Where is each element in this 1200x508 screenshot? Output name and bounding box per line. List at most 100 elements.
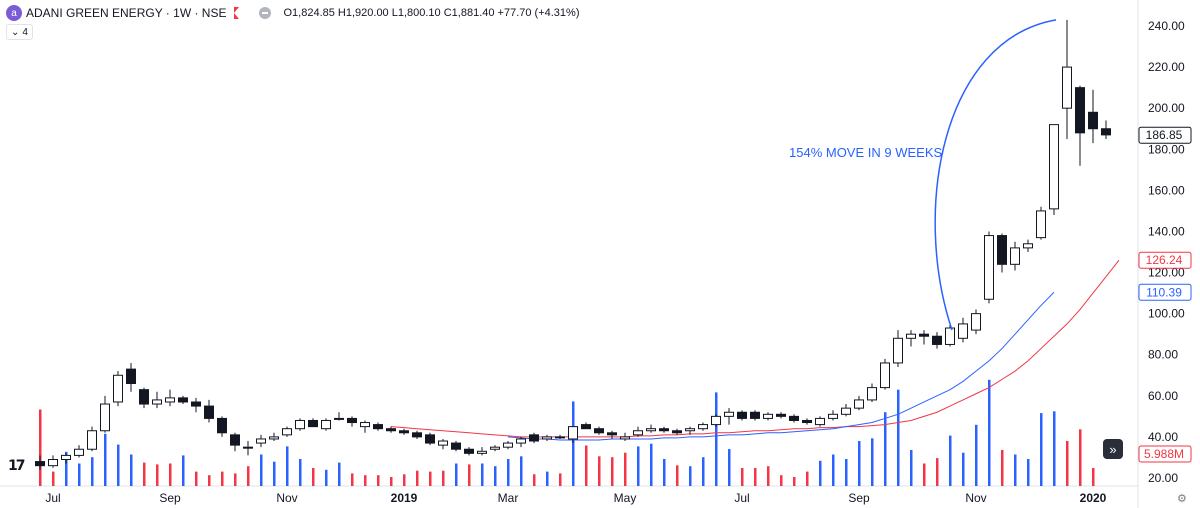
candle-body (932, 335, 942, 345)
candle-body (256, 438, 266, 444)
volume-bar (819, 460, 822, 486)
candle (568, 426, 578, 444)
volume-bar (78, 463, 81, 486)
flag-icon[interactable] (234, 7, 240, 19)
volume-bar (1092, 468, 1095, 486)
candle-body (711, 415, 721, 426)
candle (399, 428, 409, 435)
candle-body (204, 405, 214, 419)
candle-body (542, 436, 552, 440)
volume-bar (936, 458, 939, 486)
symbol-title[interactable]: ADANI GREEN ENERGY · 1W · NSE (26, 6, 227, 20)
volume-bar (1066, 441, 1069, 486)
volume-bar (767, 466, 770, 486)
candle-body (451, 442, 461, 450)
settings-icon[interactable]: ⚙ (1177, 493, 1187, 505)
volume-bar (949, 435, 952, 486)
candle-body (815, 417, 825, 426)
candle-body (750, 411, 760, 419)
ma-value-label-text: 110.39 (1146, 285, 1182, 299)
candle-body (516, 438, 526, 444)
candle (438, 438, 448, 450)
volume-bar (481, 463, 484, 486)
candle (893, 330, 903, 368)
volume-bar (455, 463, 458, 486)
volume-bar (897, 389, 900, 486)
candle-body (841, 407, 851, 415)
candle (282, 426, 292, 437)
candle (321, 418, 331, 431)
volume-bar (286, 446, 289, 486)
volume-bar (1027, 459, 1030, 486)
last-price-label: 186.85 (1138, 126, 1192, 144)
candle (997, 233, 1007, 273)
volume-bar (260, 454, 263, 486)
candle-body (529, 434, 539, 442)
price-tick-label: 120.00 (1148, 266, 1185, 280)
indicator-count: 4 (22, 26, 28, 38)
volume-bar (663, 459, 666, 486)
candle (516, 436, 526, 448)
candle-body (919, 333, 929, 337)
volume-bar (923, 463, 926, 486)
tradingview-logo-icon[interactable]: 17 (8, 458, 26, 474)
candle-body (1088, 111, 1098, 130)
visibility-eye-icon[interactable] (259, 7, 272, 19)
candle-body (321, 419, 331, 430)
candle-body (347, 417, 357, 424)
ma-value-label: 126.24 (1138, 251, 1192, 269)
candle (48, 455, 58, 468)
volume-bar (624, 452, 627, 486)
candle-body (867, 387, 877, 401)
candle (126, 362, 136, 392)
candle (347, 416, 357, 427)
indicators-collapse-button[interactable]: ⌄ 4 (6, 24, 33, 40)
ohlc-values: O1,824.85 H1,920.00 L1,800.10 C1,881.40 … (283, 7, 580, 19)
candle (542, 434, 552, 442)
volume-bar (377, 475, 380, 486)
candle-body (607, 432, 617, 436)
volume-bar (104, 433, 107, 486)
candle-body (763, 413, 773, 419)
volume-bar (364, 475, 367, 486)
symbol-logo-icon: a (6, 5, 22, 21)
candle-body (243, 446, 253, 449)
volume-bar (273, 461, 276, 486)
candle-body (48, 459, 58, 467)
candle (113, 371, 123, 407)
time-tick-label: 2020 (1080, 491, 1107, 505)
candle (581, 422, 591, 430)
candle (295, 418, 305, 431)
candle (269, 432, 279, 442)
candle (659, 426, 669, 433)
time-tick-label: Sep (848, 491, 870, 505)
price-tick-label: 40.00 (1148, 430, 1178, 444)
candle-body (360, 422, 370, 428)
volume-bar (507, 459, 510, 486)
volume-bar (793, 477, 796, 486)
candle (1101, 120, 1111, 139)
volume-bar (208, 475, 211, 486)
volume-bar (351, 473, 354, 486)
candle (906, 330, 916, 347)
ma-value-label-box (1138, 283, 1192, 301)
candle (139, 387, 149, 409)
candle (1049, 124, 1059, 216)
candle-body (620, 436, 630, 440)
scroll-right-icon[interactable]: » (1103, 439, 1123, 459)
candle-body (490, 446, 500, 450)
volume-bar (650, 443, 653, 486)
candle (984, 231, 994, 304)
candle-body (191, 401, 201, 407)
price-tick-label: 20.00 (1148, 471, 1178, 485)
candle (1075, 85, 1085, 166)
candle-body (971, 313, 981, 331)
candle-body (1101, 128, 1111, 136)
candle-body (386, 428, 396, 432)
volume-bar (312, 468, 315, 486)
candle-body (61, 454, 71, 461)
time-tick-label: May (614, 491, 637, 505)
candle (204, 399, 214, 423)
candle (737, 410, 747, 421)
